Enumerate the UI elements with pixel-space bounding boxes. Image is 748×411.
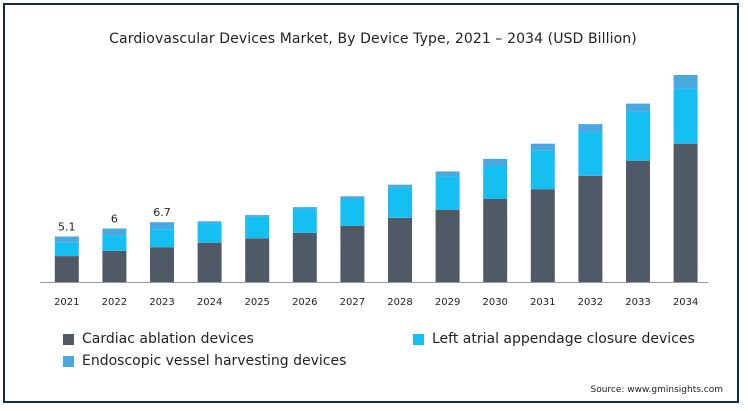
x-tick-label-2023: 2023	[149, 297, 174, 308]
legend-item-evh: Endoscopic vessel harvesting devices	[63, 353, 346, 369]
legend-swatch-laac	[413, 333, 424, 345]
x-tick-label-2028: 2028	[387, 297, 412, 308]
x-tick-label-2025: 2025	[244, 297, 269, 308]
bar-segment-2023-series-1	[150, 247, 174, 282]
bar-segment-2032-series-2	[578, 132, 603, 176]
x-tick-label-2027: 2027	[340, 297, 365, 308]
bar-segment-2024-series-3	[197, 221, 222, 224]
legend-swatch-evh	[63, 355, 74, 367]
bar-segment-2030-series-1	[483, 199, 508, 282]
data-label-2022: 6	[111, 213, 118, 226]
bar-segment-2033-series-1	[626, 160, 650, 282]
bar-segment-2021-series-3	[54, 236, 79, 243]
x-tick-label-2022: 2022	[102, 297, 127, 308]
bar-segment-2023-series-2	[150, 229, 174, 248]
bar-segment-2026-series-3	[292, 207, 317, 209]
bar-segment-2025-series-2	[245, 216, 270, 239]
bar-segment-2022-series-3	[102, 228, 127, 236]
source-note: Source: www.gminsights.com	[590, 385, 723, 395]
x-tick-label-2030: 2030	[482, 297, 507, 308]
x-tick-label-2032: 2032	[578, 297, 603, 308]
bar-segment-2032-series-3	[578, 124, 603, 133]
bar-segment-2029-series-2	[435, 176, 460, 210]
bar-segment-2027-series-3	[340, 196, 365, 199]
legend-label-cardiac-ablation: Cardiac ablation devices	[82, 331, 254, 347]
bar-segment-2022-series-1	[102, 250, 127, 282]
legend-swatch-cardiac-ablation	[63, 333, 74, 345]
bar-segment-2030-series-2	[483, 166, 508, 199]
bar-segment-2023-series-3	[150, 222, 174, 230]
bar-segment-2033-series-3	[626, 103, 650, 112]
bar-segment-2027-series-2	[340, 199, 365, 226]
legend-label-evh: Endoscopic vessel harvesting devices	[82, 353, 347, 369]
x-tick-label-2029: 2029	[435, 297, 460, 308]
bar-segment-2031-series-3	[530, 143, 555, 151]
bar-segment-2025-series-1	[245, 238, 270, 282]
x-tick-label-2026: 2026	[292, 297, 317, 308]
bar-segment-2030-series-3	[483, 158, 508, 166]
bar-segment-2026-series-2	[292, 208, 317, 233]
bar-segment-2031-series-2	[530, 150, 555, 190]
legend-item-laac: Left atrial appendage closure devices	[413, 331, 695, 347]
data-label-2023: 6.7	[153, 206, 171, 219]
bar-segment-2029-series-3	[435, 171, 460, 177]
bar-segment-2034-series-1	[673, 143, 698, 282]
bar-segment-2025-series-3	[245, 215, 270, 217]
x-tick-label-2033: 2033	[625, 297, 650, 308]
bar-segment-2029-series-1	[435, 209, 460, 282]
bar-segment-2022-series-2	[102, 235, 127, 251]
bar-segment-2024-series-2	[197, 223, 222, 243]
x-tick-label-2024: 2024	[197, 297, 222, 308]
bar-segment-2021-series-2	[54, 242, 79, 257]
bar-segment-2028-series-2	[388, 187, 412, 218]
bar-segment-2031-series-1	[530, 189, 555, 282]
bar-segment-2021-series-1	[54, 256, 79, 282]
bar-segment-2028-series-1	[388, 217, 412, 282]
bar-segment-2034-series-2	[673, 88, 698, 144]
bar-chart: 2021 5.1 2022 6 2023 6.7 2024 2025 2026 2027 2028 2…	[40, 75, 708, 308]
bar-segment-2032-series-1	[578, 175, 603, 282]
x-tick-label-2031: 2031	[530, 297, 555, 308]
x-tick-label-2021: 2021	[54, 297, 79, 308]
bar-segment-2033-series-2	[626, 111, 650, 161]
x-tick-label-2034: 2034	[673, 297, 698, 308]
data-label-2021: 5.1	[58, 221, 76, 234]
chart-frame: Cardiovascular Devices Market, By Device…	[3, 3, 739, 403]
bar-segment-2026-series-1	[292, 232, 317, 282]
chart-title: Cardiovascular Devices Market, By Device…	[109, 31, 637, 47]
legend-item-cardiac-ablation: Cardiac ablation devices	[63, 331, 254, 347]
bar-segment-2028-series-3	[388, 184, 412, 188]
legend-label-laac: Left atrial appendage closure devices	[432, 331, 695, 347]
bar-segment-2034-series-3	[673, 75, 698, 89]
bar-segment-2027-series-1	[340, 225, 365, 282]
bar-segment-2024-series-1	[197, 242, 222, 282]
